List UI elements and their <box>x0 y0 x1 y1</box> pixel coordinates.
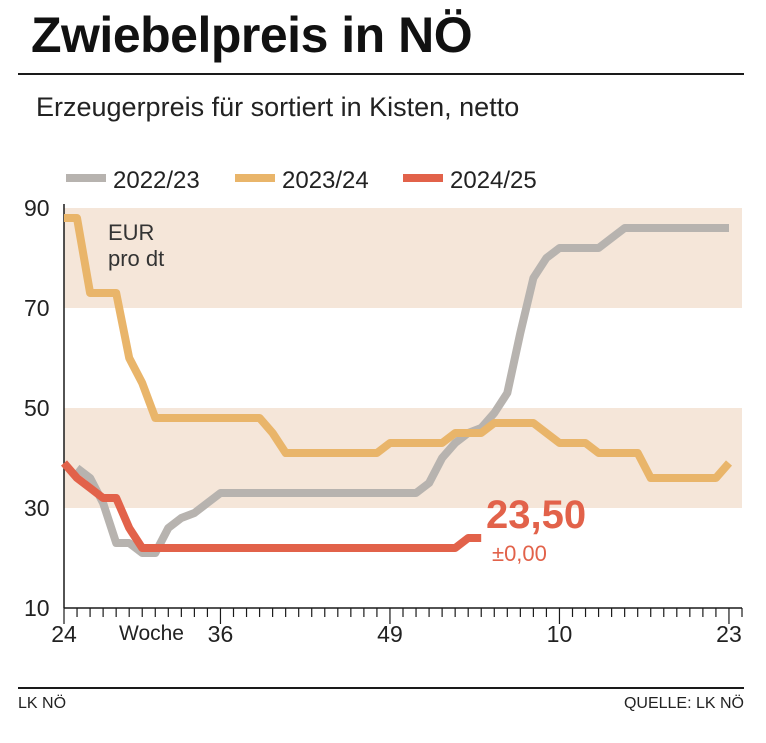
y-tick-label: 50 <box>24 395 50 421</box>
x-tick-label: 49 <box>377 621 403 647</box>
chart-title: Zwiebelpreis in NÖ <box>31 7 473 63</box>
x-axis-label: Woche <box>119 622 184 645</box>
x-tick-label: 36 <box>208 621 234 647</box>
credit-label: LK NÖ <box>18 695 67 712</box>
y-tick-label: 10 <box>24 595 50 621</box>
x-tick-label: 10 <box>547 621 573 647</box>
y-axis: 10 30 50 70 90 <box>24 195 65 621</box>
y-tick-label: 70 <box>24 295 50 321</box>
series-line-2022-23 <box>74 224 729 557</box>
chart-subtitle: Erzeugerpreis für sortiert in Kisten, ne… <box>36 92 520 122</box>
x-tick-label: 23 <box>716 621 742 647</box>
unit-label-per: pro dt <box>108 246 164 271</box>
current-price-label: 23,50 <box>486 493 586 537</box>
unit-label-currency: EUR <box>108 220 154 245</box>
price-change-label: ±0,00 <box>492 541 547 566</box>
line-chart: 10 30 50 70 90 24 36 49 10 23 2022/23 2023/24 2024… <box>24 167 743 647</box>
legend: 2022/23 2023/24 2024/25 <box>66 167 537 194</box>
x-axis: 24 36 49 10 23 <box>51 607 743 647</box>
background-band-1 <box>64 208 742 308</box>
y-tick-label: 90 <box>24 195 50 221</box>
series-lines <box>60 214 733 557</box>
legend-label: 2024/25 <box>450 167 537 194</box>
source-label: QUELLE: LK NÖ <box>623 695 744 712</box>
title-rule <box>18 73 744 75</box>
y-tick-label: 30 <box>24 495 50 521</box>
x-tick-label: 24 <box>51 621 77 647</box>
footer-rule <box>18 687 744 689</box>
legend-label: 2022/23 <box>113 167 200 194</box>
legend-label: 2023/24 <box>282 167 369 194</box>
series-line-2024-25 <box>60 460 482 552</box>
series-line-2023-24 <box>64 214 733 482</box>
